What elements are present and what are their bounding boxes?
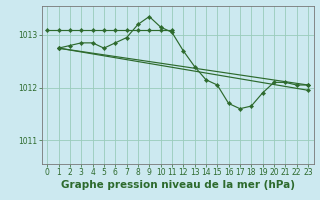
X-axis label: Graphe pression niveau de la mer (hPa): Graphe pression niveau de la mer (hPa) <box>60 180 295 190</box>
